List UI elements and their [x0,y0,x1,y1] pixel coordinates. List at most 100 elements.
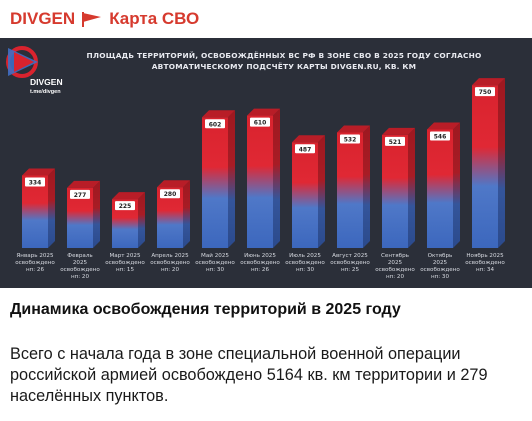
bar-4 [202,117,228,248]
bar-value-box-5 [250,117,270,127]
bar-value-label-9: 546 [434,133,447,140]
bar-value-label-4: 602 [209,121,222,128]
post-title: Динамика освобождения территорий в 2025 … [10,301,401,318]
bar-value-label-1: 277 [74,192,87,199]
category-label-8-3: нп: 20 [386,274,405,280]
chart-title-line-1: ПЛОЩАДЬ ТЕРРИТОРИЙ, ОСВОБОЖДЁННЫХ ВС РФ … [87,51,482,60]
bar-value-box-10 [475,87,495,97]
channel-name[interactable]: DIVGEN [10,9,76,28]
category-label-6-2: нп: 30 [296,267,315,273]
bar-top-2 [112,192,145,200]
bar-side-0 [48,168,55,248]
category-label-0-0: Январь 2025 [16,253,54,259]
logo-arrow-inner-icon [14,52,34,72]
category-label-9-1: 2025 [433,260,448,266]
bar-value-label-3: 280 [164,191,177,198]
category-label-9-3: нп: 30 [431,274,450,280]
category-label-5-2: нп: 26 [251,267,270,273]
logo-handle: t.me/divgen [30,89,61,95]
bar-side-2 [138,192,145,248]
bar-side-8 [408,127,415,248]
bar-top-8 [382,127,415,135]
category-label-7-1: освобождено [330,260,370,266]
bar-value-label-5: 610 [254,120,267,127]
bar-value-box-9 [430,131,450,141]
category-label-5-0: Июнь 2025 [244,253,276,259]
bar-value-box-2 [115,201,135,211]
bar-value-box-7 [340,134,360,144]
category-label-10-0: Ноябрь 2025 [466,253,504,259]
category-label-3-1: освобождено [150,260,190,266]
flag-icon [81,11,103,27]
divgen-logo: DIVGEN t.me/divgen [6,46,63,95]
category-label-4-0: Май 2025 [201,252,229,259]
bar-side-1 [93,180,100,248]
category-label-8-2: освобождено [375,267,415,273]
bar-top-9 [427,122,460,130]
bar-value-box-3 [160,189,180,199]
bar-value-label-6: 487 [299,146,312,153]
bar-top-3 [157,180,190,188]
bar-8 [382,134,408,248]
category-label-1-2: освобождено [60,267,100,273]
bar-side-9 [453,122,460,248]
category-label-10-2: нп: 34 [476,267,495,273]
bar-top-4 [202,110,235,118]
bar-top-6 [292,135,325,143]
bar-value-label-0: 334 [29,179,42,186]
bar-side-10 [498,78,505,248]
category-label-0-1: освобождено [15,260,55,266]
category-label-6-0: Июль 2025 [289,253,321,259]
bar-value-box-6 [295,144,315,154]
bar-6 [292,142,318,248]
category-label-2-2: нп: 15 [116,267,135,273]
bar-side-6 [318,135,325,248]
category-label-5-1: освобождено [240,260,280,266]
section-name[interactable]: Карта СВО [109,9,200,28]
bar-value-box-8 [385,136,405,146]
category-label-1-3: нп: 20 [71,274,90,280]
bar-top-10 [472,78,505,86]
category-label-9-2: освобождено [420,267,460,273]
category-label-10-1: освобождено [465,260,505,266]
bar-chart: DIVGEN t.me/divgen ПЛОЩАДЬ ТЕРРИТОРИЙ, О… [0,38,532,288]
bar-10 [472,85,498,248]
bar-9 [427,129,453,248]
category-label-2-0: Март 2025 [109,253,141,259]
category-label-6-1: освобождено [285,260,325,266]
bar-value-label-8: 521 [389,139,402,146]
bar-7 [337,132,363,248]
category-label-4-2: нп: 30 [206,267,225,273]
bar-side-3 [183,180,190,248]
category-label-3-2: нп: 20 [161,267,180,273]
bar-top-0 [22,168,55,176]
chart-title-line-2: АВТОМАТИЧЕСКОМУ ПОДСЧЁТУ КАРТЫ DIVGEN.RU… [152,62,416,71]
bar-top-5 [247,108,280,116]
bar-value-box-1 [70,189,90,199]
bar-value-label-7: 532 [344,137,357,144]
bar-value-box-0 [25,177,45,187]
chart-image[interactable]: DIVGEN t.me/divgen ПЛОЩАДЬ ТЕРРИТОРИЙ, О… [0,38,532,288]
bar-top-1 [67,180,100,188]
category-label-3-0: Апрель 2025 [151,253,189,259]
category-label-0-2: нп: 26 [26,267,45,273]
category-label-1-1: 2025 [73,260,88,266]
bar-side-4 [228,110,235,248]
bar-side-7 [363,125,370,248]
bar-0 [22,175,48,248]
logo-name: DIVGEN [30,77,63,87]
category-label-8-0: Сентябрь [381,253,409,259]
bar-value-box-4 [205,119,225,129]
category-label-8-1: 2025 [388,260,403,266]
bar-value-label-2: 225 [119,203,132,210]
bar-top-7 [337,125,370,133]
category-label-7-2: нп: 25 [341,267,360,273]
bar-side-5 [273,108,280,248]
category-label-2-1: освобождено [105,260,145,266]
category-label-4-1: освобождено [195,260,235,266]
category-label-7-0: Август 2025 [332,253,368,259]
bar-value-label-10: 750 [479,89,492,96]
post-header[interactable]: DIVGEN Карта СВО [10,6,199,32]
category-label-1-0: Февраль [67,253,92,259]
